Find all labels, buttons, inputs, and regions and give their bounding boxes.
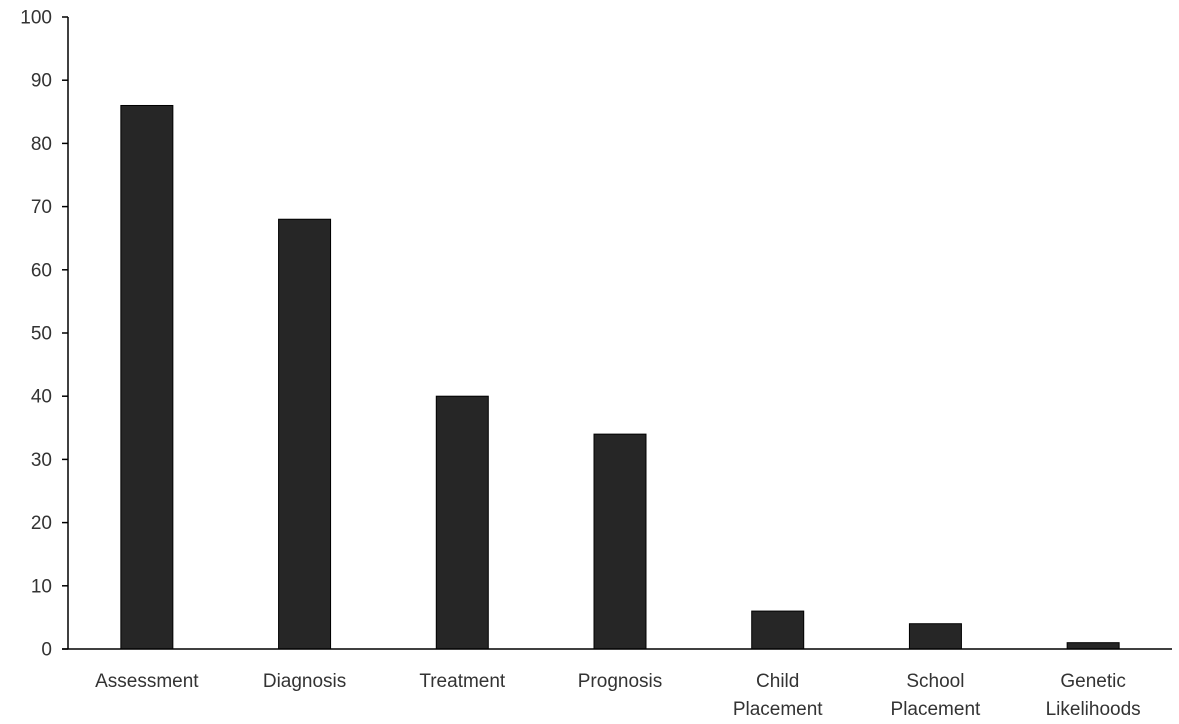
x-category-label-line: Prognosis — [578, 671, 663, 692]
bar-school-placement — [908, 623, 962, 650]
y-tick-label: 40 — [31, 387, 52, 408]
y-tick-label: 50 — [31, 324, 52, 345]
bar-child-placement — [751, 610, 805, 650]
y-tick-label: 30 — [31, 450, 52, 471]
x-category-label-line: School — [906, 671, 964, 692]
y-tick-label: 10 — [31, 576, 52, 597]
y-tick-label: 100 — [20, 8, 52, 29]
x-category-label-line: Placement — [891, 699, 981, 720]
bar-prognosis — [593, 433, 647, 650]
bar-diagnosis — [278, 218, 332, 650]
x-category-label: Prognosis — [578, 671, 663, 692]
x-category-label-line: Genetic — [1060, 671, 1125, 692]
y-tick-label: 70 — [31, 197, 52, 218]
y-tick-label: 80 — [31, 134, 52, 155]
x-axis: Assessment Diagnosis Treatment Prognosis Chi… — [62, 648, 1172, 720]
x-category-label: Treatment — [419, 671, 506, 692]
y-tick-label: 60 — [31, 260, 52, 281]
x-category-label-line: Diagnosis — [263, 671, 346, 692]
x-category-label: School Placement — [891, 671, 981, 720]
bar-genetic-likelihoods — [1066, 642, 1120, 650]
y-tick-label: 20 — [31, 513, 52, 534]
x-category-label-line: Assessment — [95, 671, 199, 692]
x-category-label: Assessment — [95, 671, 199, 692]
x-category-label-line: Likelihoods — [1046, 699, 1141, 720]
x-category-label-line: Child — [756, 671, 799, 692]
x-category-label-line: Placement — [733, 699, 823, 720]
y-tick-label: 0 — [41, 640, 52, 661]
y-tick-label: 90 — [31, 71, 52, 92]
x-category-label: Child Placement — [733, 671, 823, 720]
bar-assessment — [120, 104, 174, 650]
bar-treatment — [435, 395, 489, 650]
y-axis: 0 10 20 30 40 50 60 70 80 90 100 — [20, 8, 69, 661]
x-category-label-line: Treatment — [419, 671, 506, 692]
bars — [120, 104, 1120, 650]
x-category-label: Genetic Likelihoods — [1046, 671, 1141, 720]
x-category-label: Diagnosis — [263, 671, 346, 692]
